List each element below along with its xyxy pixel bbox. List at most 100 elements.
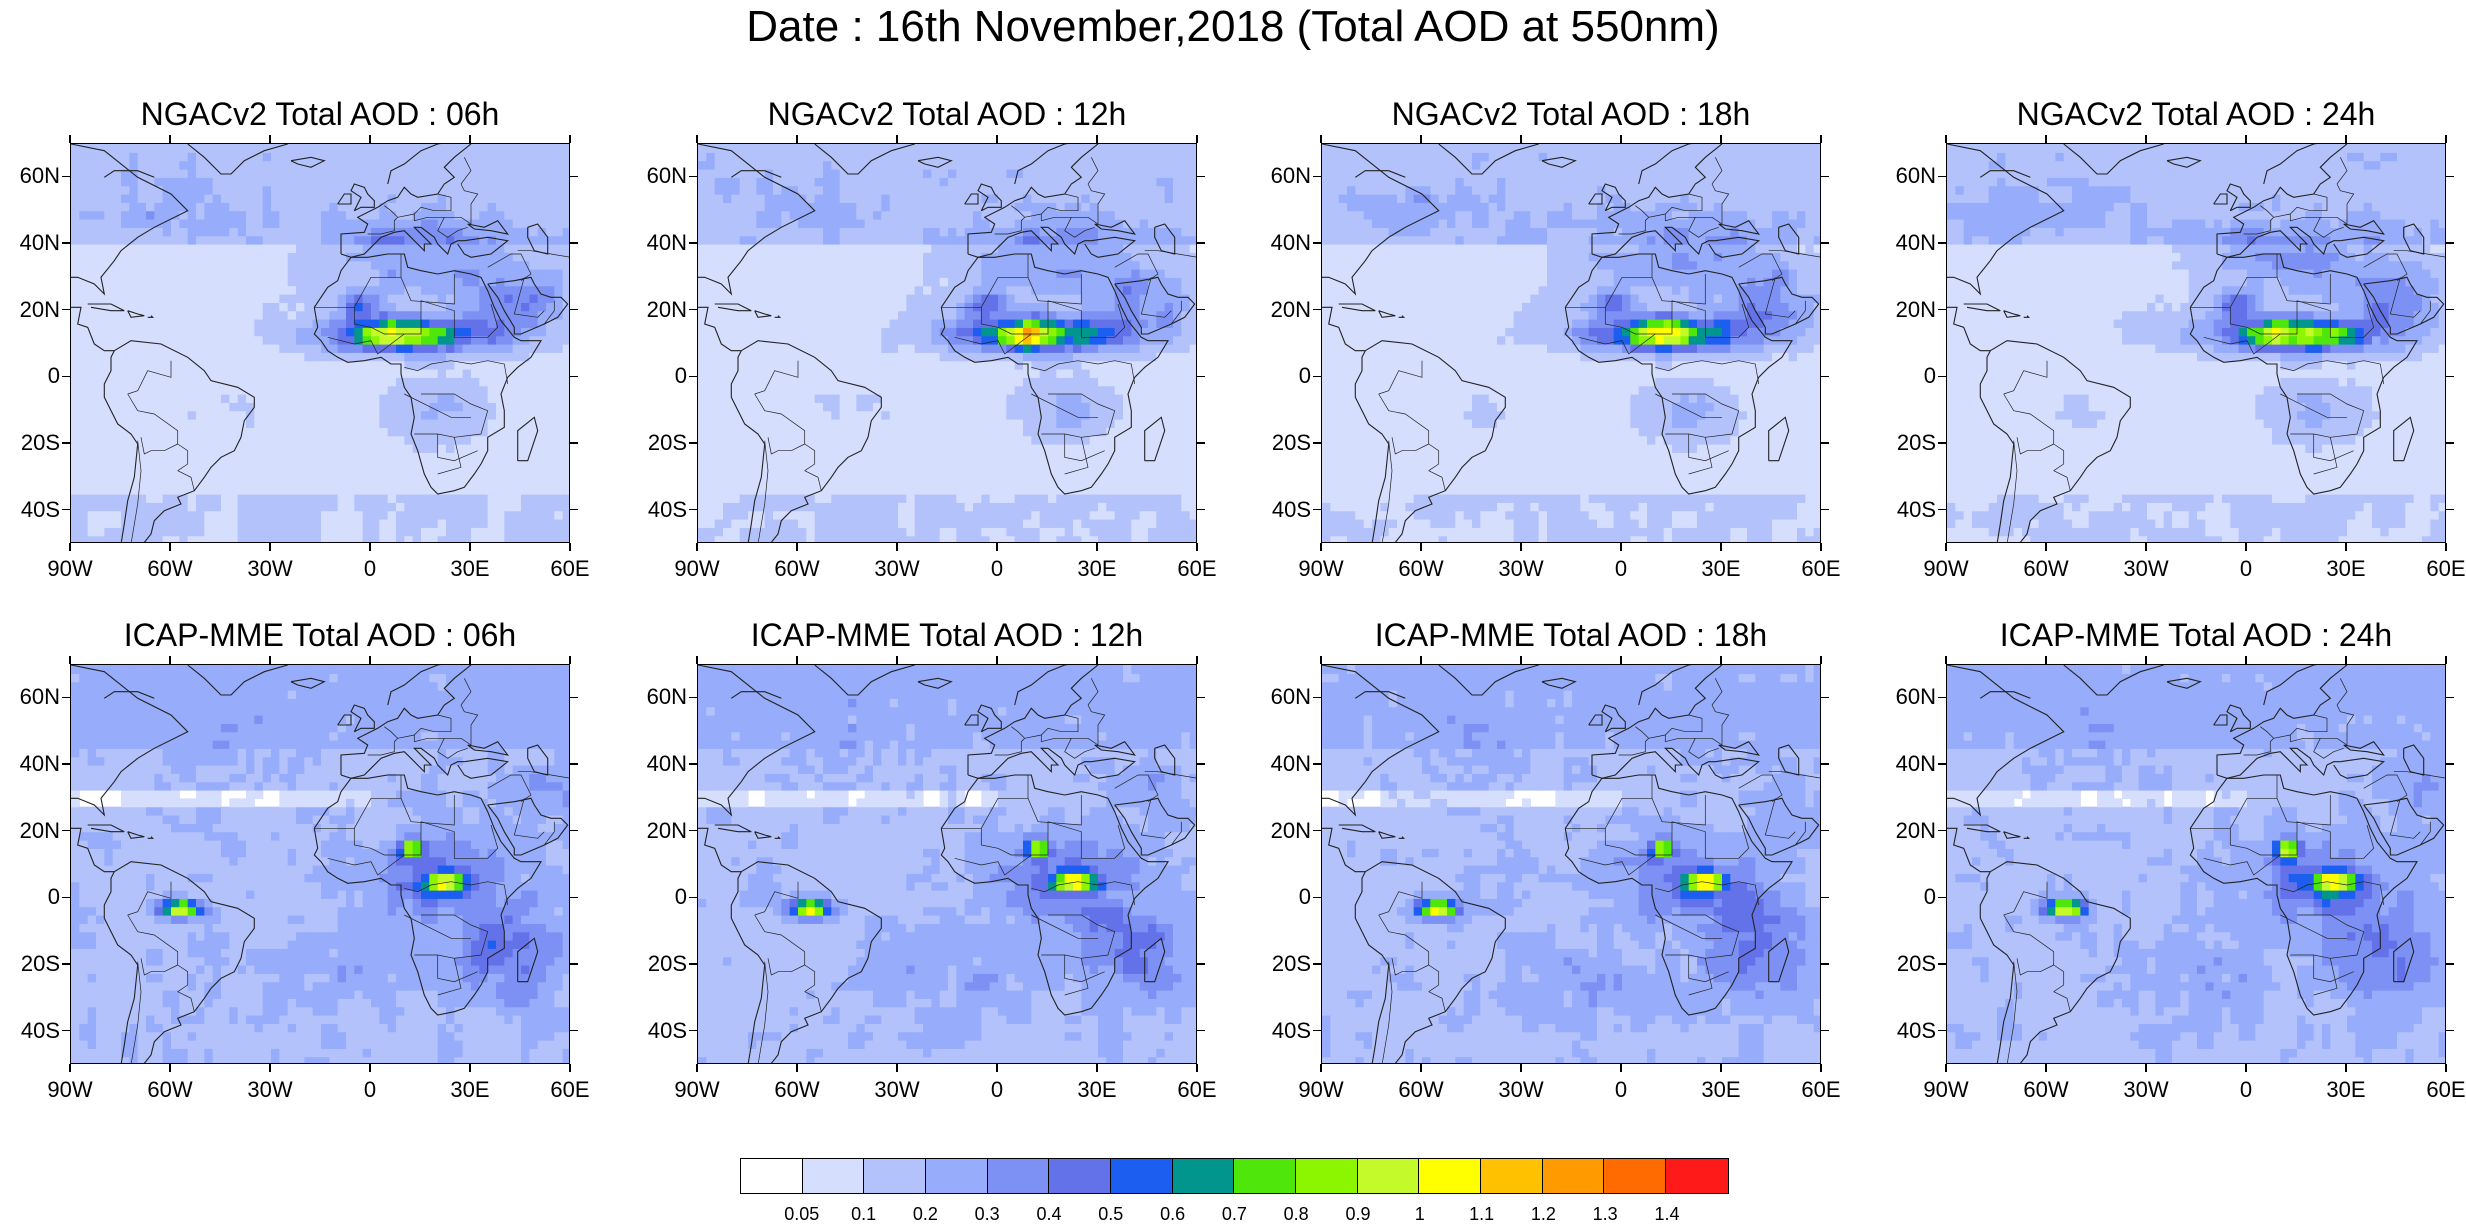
lat-tick [1197,763,1205,765]
lat-tick [62,442,70,444]
lon-label: 60E [1157,1078,1237,1102]
lon-tick [1620,135,1622,143]
lat-tick [1938,830,1946,832]
lat-tick [1313,897,1321,899]
lat-tick [1821,830,1829,832]
lat-tick [1821,697,1829,699]
lon-tick [369,1064,371,1072]
aod-field [71,144,570,543]
main-title: Date : 16th November,2018 (Total AOD at … [0,2,2466,52]
lat-tick [2446,442,2454,444]
lat-tick [689,830,697,832]
lat-tick [570,897,578,899]
lat-label: 0 [1251,885,1311,909]
lat-label: 20S [627,431,687,455]
lat-tick [689,242,697,244]
lon-tick [796,543,798,551]
lon-label: 30W [857,1078,937,1102]
lat-tick [689,1030,697,1032]
aod-field [71,665,570,1064]
lat-label: 20S [1876,952,1936,976]
lon-tick [1320,1064,1322,1072]
lon-tick [796,656,798,664]
aod-map [70,143,570,543]
lat-label: 60N [1876,164,1936,188]
lon-tick [996,135,998,143]
lon-tick [2145,1064,2147,1072]
lat-tick [62,763,70,765]
lon-tick [369,135,371,143]
lat-label: 40S [1876,498,1936,522]
lon-tick [996,1064,998,1072]
lon-label: 90W [1906,1078,1986,1102]
lat-label: 20S [0,431,60,455]
colorbar-swatch [1173,1159,1235,1193]
lat-tick [62,897,70,899]
lat-label: 0 [1251,364,1311,388]
colorbar-swatch [864,1159,926,1193]
lat-label: 60N [1251,164,1311,188]
lat-tick [1197,697,1205,699]
lon-label: 60W [1381,1078,1461,1102]
lon-label: 30E [430,557,510,581]
lat-tick [62,830,70,832]
lat-label: 0 [0,364,60,388]
lat-tick [1197,242,1205,244]
lat-tick [1821,376,1829,378]
lon-label: 90W [1281,1078,1361,1102]
lon-tick [569,656,571,664]
lon-label: 30W [2106,557,2186,581]
lat-label: 40N [0,752,60,776]
lon-label: 0 [1581,1078,1661,1102]
lon-tick [1096,1064,1098,1072]
lon-label: 60E [1157,557,1237,581]
lon-tick [2045,656,2047,664]
lat-label: 40N [1876,231,1936,255]
lon-label: 90W [1281,557,1361,581]
panel-title: NGACv2 Total AOD : 06h [30,95,610,133]
lon-tick [1720,656,1722,664]
aod-field [1322,144,1821,543]
lon-tick [1945,656,1947,664]
lon-tick [469,543,471,551]
aod-map [697,664,1197,1064]
lat-tick [2446,309,2454,311]
lon-tick [269,656,271,664]
lat-tick [570,309,578,311]
lat-tick [1313,509,1321,511]
lon-label: 60E [2406,1078,2466,1102]
lat-tick [1821,897,1829,899]
lat-label: 20N [1251,298,1311,322]
lat-tick [1938,897,1946,899]
lon-label: 30E [2306,1078,2386,1102]
lon-tick [1196,135,1198,143]
aod-map [70,664,570,1064]
lon-label: 60E [530,557,610,581]
lon-tick [1945,135,1947,143]
lat-tick [1938,442,1946,444]
lat-tick [1197,897,1205,899]
lat-label: 40S [0,498,60,522]
lon-tick [2145,656,2147,664]
lat-label: 40S [0,1019,60,1043]
lon-tick [569,543,571,551]
panel-title: ICAP-MME Total AOD : 06h [30,616,610,654]
colorbar-swatch [1604,1159,1666,1193]
lon-label: 60E [530,1078,610,1102]
lon-label: 60W [130,1078,210,1102]
lon-tick [2345,543,2347,551]
lon-label: 90W [30,1078,110,1102]
lon-tick [1720,135,1722,143]
lat-tick [570,442,578,444]
lon-label: 30W [1481,1078,1561,1102]
lat-label: 40N [0,231,60,255]
lat-tick [1197,963,1205,965]
lat-tick [1821,242,1829,244]
lon-label: 30W [857,557,937,581]
lon-label: 30W [1481,557,1561,581]
lat-tick [62,176,70,178]
colorbar [740,1158,1729,1194]
lon-tick [1520,1064,1522,1072]
lon-tick [1820,135,1822,143]
lat-tick [2446,1030,2454,1032]
